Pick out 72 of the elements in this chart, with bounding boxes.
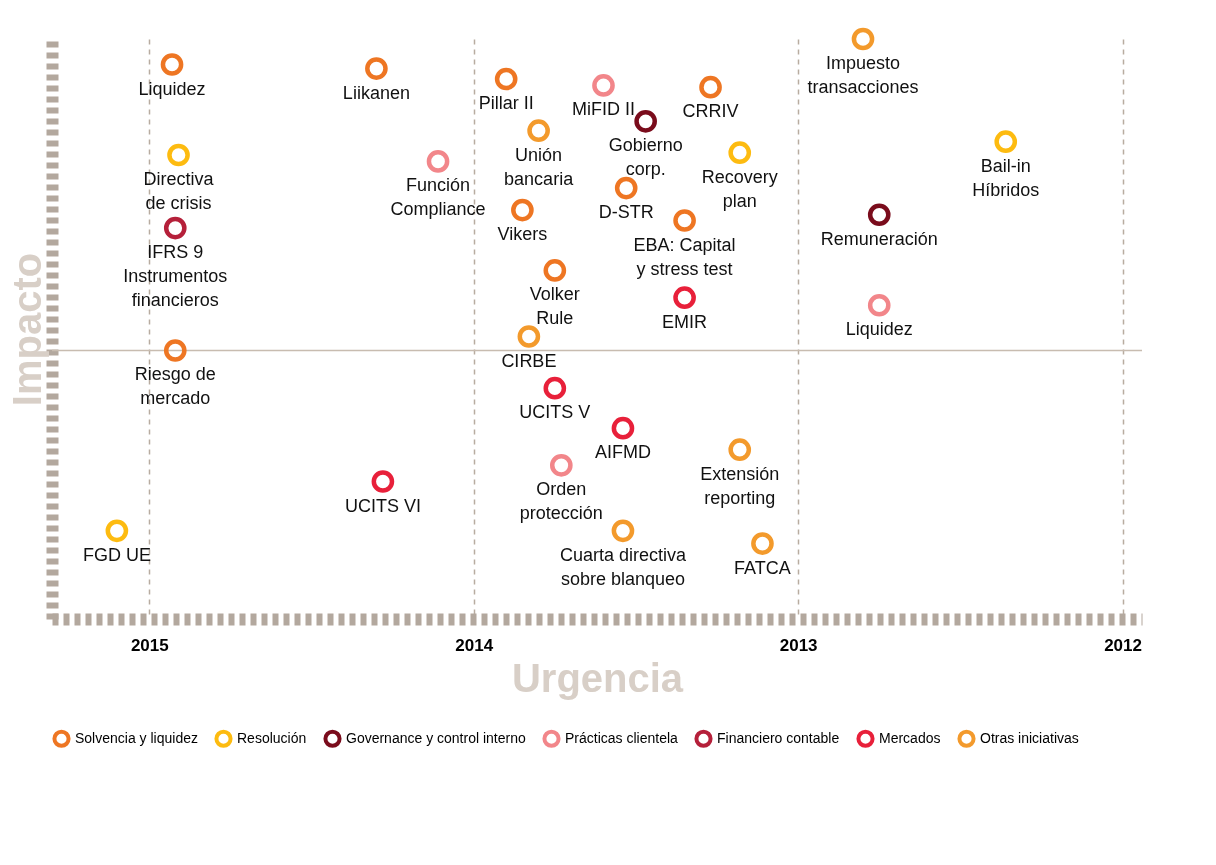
annotation: Directiva de crisis: [143, 169, 215, 213]
legend-label: Prácticas clientela: [565, 729, 679, 746]
annotation: Recovery plan: [701, 166, 778, 211]
point: [751, 532, 774, 555]
x-tick-label: 2015: [130, 635, 169, 655]
legend-label: Otras iniciativas: [980, 729, 1079, 746]
point: [549, 453, 573, 477]
annotation: Impuesto transacciones: [807, 53, 919, 97]
annotation: EMIR: [662, 311, 708, 332]
point: [365, 57, 388, 80]
annotation: AIFMD: [594, 442, 651, 463]
point: [699, 75, 722, 99]
annotation: Pillar II: [478, 93, 534, 114]
point: [728, 438, 752, 461]
point: [592, 74, 615, 97]
annotation: UCITS V: [519, 402, 591, 423]
point: [728, 141, 752, 164]
x-axis-title: Urgencia: [511, 655, 684, 700]
point: [426, 150, 450, 173]
point: [867, 203, 891, 227]
legend-label: Financiero contable: [717, 729, 840, 746]
annotation: IFRS 9 Instrumentos financieros: [123, 242, 228, 311]
point: [611, 519, 635, 543]
point: [517, 325, 541, 348]
annotation: Cuarta directiva sobre blanqueo: [559, 544, 687, 589]
annotation: MiFID II: [571, 99, 635, 120]
point: [163, 339, 187, 362]
annotation: Liikanen: [342, 82, 410, 103]
legend-label: Solvencia y liquidez: [75, 729, 198, 746]
point: [543, 259, 567, 282]
legend-label: Resolución: [237, 729, 307, 746]
annotation: Bail-in Híbridos: [972, 155, 1040, 200]
annotation: Gobierno corp.: [608, 135, 683, 180]
annotation: Liquidez: [138, 78, 206, 99]
x-tick-label: 2012: [1104, 635, 1142, 655]
point: [851, 27, 875, 51]
point: [527, 119, 550, 142]
annotation: FGD UE: [82, 544, 151, 565]
annotation: FATCA: [734, 557, 791, 578]
x-tick-label: 2014: [455, 635, 494, 655]
annotation: Liquidez: [845, 319, 913, 340]
annotation: EBA: Capital y stress test: [633, 234, 736, 279]
point: [673, 286, 696, 309]
annotation: Volker Rule: [529, 284, 580, 329]
annotation: UCITS VI: [344, 495, 421, 516]
y-axis-title: Impacto: [4, 252, 49, 407]
annotation: Función Compliance: [390, 175, 486, 220]
point: [994, 130, 1018, 153]
point: [867, 293, 891, 317]
annotation: CRRIV: [682, 101, 739, 122]
point: [494, 67, 518, 91]
x-tick-label: 2013: [779, 635, 818, 655]
point: [634, 110, 657, 133]
annotation: Remuneración: [820, 228, 938, 249]
point: [105, 519, 129, 543]
point: [167, 143, 190, 167]
annotation: Riesgo de mercado: [134, 364, 216, 409]
point: [163, 216, 187, 240]
point: [611, 416, 635, 440]
legend-label: Governance y control interno: [346, 729, 526, 746]
annotation: Vikers: [497, 224, 548, 245]
annotation: CIRBE: [501, 350, 557, 371]
annotation: Extensión reporting: [700, 463, 780, 508]
legend-label: Mercados: [879, 729, 941, 746]
point: [160, 53, 184, 76]
point: [371, 470, 395, 493]
annotation: D-STR: [598, 202, 654, 223]
point: [511, 198, 534, 222]
annotation: Unión bancaria: [504, 144, 575, 189]
point: [543, 376, 567, 400]
annotation: Orden protección: [519, 479, 603, 524]
point: [673, 209, 696, 232]
